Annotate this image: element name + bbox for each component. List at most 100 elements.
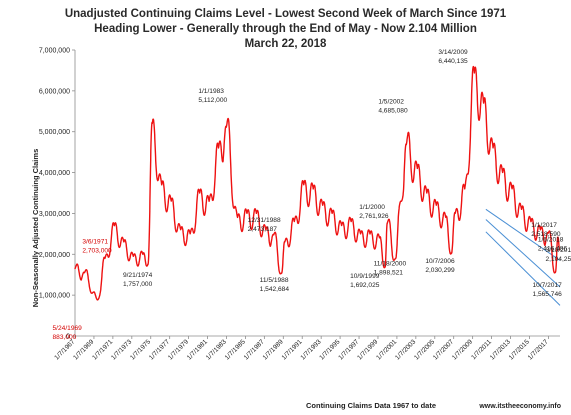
data-point-2018-01-06 xyxy=(557,236,559,238)
data-point-1967-01-07 xyxy=(74,267,76,270)
annotation-5-24-1969: 5/24/1969 883,000 xyxy=(52,325,82,341)
data-point-2015-03-07 xyxy=(530,221,532,223)
annotation-line: 1/5/2002 xyxy=(378,99,404,106)
y-tick-label: 6,000,000 xyxy=(39,88,70,95)
chart-date: March 22, 2018 xyxy=(245,38,327,50)
data-point-2018-03-10 xyxy=(558,249,561,251)
annotation-1-6-2018: 1/6/2018 2,416,486 xyxy=(538,236,568,252)
annotation-line: 1/1/2000 xyxy=(359,204,385,211)
annotation-line: 1,757,000 xyxy=(123,281,153,288)
data-point-2017-10-07 xyxy=(554,271,557,273)
annotation-line: 2,030,299 xyxy=(425,267,455,274)
data-point-2017-01-01 xyxy=(547,232,549,234)
y-axis-title: Non-Seasonally Adjusted Continuing Claim… xyxy=(31,149,40,308)
data-point-2009-03-14 xyxy=(473,72,475,74)
annotation-line: 2,416,486 xyxy=(538,245,568,252)
data-point-1982-03-07 xyxy=(217,147,220,149)
y-tick-label: 1,000,000 xyxy=(39,293,70,300)
annotation-11-5-1988: 11/5/1988 1,542,684 xyxy=(260,277,290,293)
data-point-2011-03-07 xyxy=(492,147,494,149)
data-point-1970-03-07 xyxy=(104,257,106,259)
data-point-2001-06-07 xyxy=(400,200,402,202)
data-point-1991-03-07 xyxy=(303,184,305,186)
series-line-1 xyxy=(74,65,561,301)
annotation-line: 1,542,684 xyxy=(260,286,290,293)
annotation-line: 4,685,080 xyxy=(378,108,408,115)
chart-subtitle: Heading Lower - Generally through the En… xyxy=(94,23,477,35)
annotation-12-31-1988: 12/31/1988 2,473,187 xyxy=(248,217,281,233)
annotation-line: 10/7/2006 xyxy=(425,258,455,265)
annotation-line: 5/24/1969 xyxy=(52,325,82,332)
data-point-2003-03-07 xyxy=(416,167,418,170)
data-point-1980-03-07 xyxy=(199,192,201,194)
data-point-1999-03-07 xyxy=(378,237,381,239)
annotation-line: 9/21/1974 xyxy=(123,272,153,279)
source-credit: www.itstheeconomy.info xyxy=(478,403,561,410)
annotation-line: 883,000 xyxy=(52,334,76,341)
annotation-line: 3/6/1971 xyxy=(82,239,108,246)
data-point-1976-03-07 xyxy=(161,184,163,186)
y-tick-label: 3,000,000 xyxy=(39,211,70,218)
annotation-9-21-1974: 9/21/1974 1,757,000 xyxy=(123,272,153,288)
data-point-1990-03-07 xyxy=(293,221,295,223)
y-tick-label: 7,000,000 xyxy=(39,48,70,55)
annotation-line: 1,565,746 xyxy=(532,291,562,298)
annotation-line: 1/6/2018 xyxy=(538,236,564,243)
annotation-10-7-2006: 10/7/2006 2,030,299 xyxy=(425,258,455,274)
data-point-1998-03-07 xyxy=(369,233,371,235)
y-tick-label: 5,000,000 xyxy=(39,129,70,136)
y-tick-label: 0 xyxy=(66,334,70,341)
data-point-2004-03-07 xyxy=(426,192,428,194)
trend-line-3 xyxy=(485,231,561,306)
data-point-2006-10-07 xyxy=(450,252,452,254)
y-tick-label: 4,000,000 xyxy=(39,170,70,177)
data-point-1989-03-07 xyxy=(284,241,286,243)
y-tick-label: 2,000,000 xyxy=(39,252,70,259)
annotation-1-5-2002: 1/5/2002 4,685,080 xyxy=(378,99,408,115)
data-point-2007-03-07 xyxy=(454,212,456,215)
annotation-line: 12/31/1988 xyxy=(248,217,281,224)
data-point-1996-03-07 xyxy=(350,221,352,223)
annotation-line: 11/5/1988 xyxy=(260,277,289,284)
data-point-1985-03-07 xyxy=(246,212,248,215)
annotation-line: 3/14/2009 xyxy=(438,49,468,56)
chart-title: Unadjusted Continuing Claims Level - Low… xyxy=(65,8,507,20)
annotation-line: 3/10/2018 xyxy=(545,247,571,254)
annotation-1-1-2017: 1/1/2017 2,518,590 xyxy=(531,222,561,238)
data-point-1981-03-07 xyxy=(208,200,210,202)
annotation-1-1-2000: 1/1/2000 2,761,926 xyxy=(359,204,389,220)
annotation-10-7-2017: 10/7/2017 1,565,746 xyxy=(532,282,562,298)
data-point-1987-03-07 xyxy=(265,229,267,231)
x-axis-title: Continuing Claims Data 1967 to date xyxy=(306,401,436,410)
data-point-2005-03-07 xyxy=(435,204,437,206)
data-point-1997-03-07 xyxy=(359,233,362,235)
data-point-1987-12-31 xyxy=(273,234,275,236)
data-point-1968-01-07 xyxy=(83,272,86,274)
annotation-3-10-2018: 3/10/2018 2,104,251 xyxy=(545,247,571,263)
data-point-1978-03-07 xyxy=(180,229,182,231)
annotation-line: 2,473,187 xyxy=(248,226,278,233)
annotation-line: 2,761,926 xyxy=(359,213,389,220)
trend-line-1 xyxy=(485,208,561,261)
data-point-2000-01-01 xyxy=(386,222,388,224)
data-point-2016-03-07 xyxy=(539,229,542,231)
data-point-2014-03-07 xyxy=(520,208,523,210)
data-point-1994-03-07 xyxy=(331,212,333,215)
annotation-line: 1,898,521 xyxy=(374,269,404,276)
annotation-1-1-1983: 1/1/1983 5,112,000 xyxy=(198,88,227,104)
annotation-line: 6,440,135 xyxy=(438,58,468,65)
data-point-1993-03-07 xyxy=(322,204,324,206)
annotation-11-18-2000: 11/18/2000 1,898,521 xyxy=(374,260,407,276)
data-point-1971-03-06 xyxy=(113,224,115,227)
annotation-line: 10/7/2017 xyxy=(532,282,562,289)
data-point-1983-01-01 xyxy=(225,126,227,128)
data-point-2013-03-07 xyxy=(511,188,513,190)
data-point-1995-03-07 xyxy=(341,225,343,227)
annotation-line: 2,518,590 xyxy=(531,231,561,238)
annotation-3-6-1971: 3/6/1971 2,703,000 xyxy=(82,239,112,255)
data-point-2002-01-05 xyxy=(405,143,407,146)
annotation-line: 5,112,000 xyxy=(198,97,227,104)
data-point-2006-03-07 xyxy=(445,216,447,219)
